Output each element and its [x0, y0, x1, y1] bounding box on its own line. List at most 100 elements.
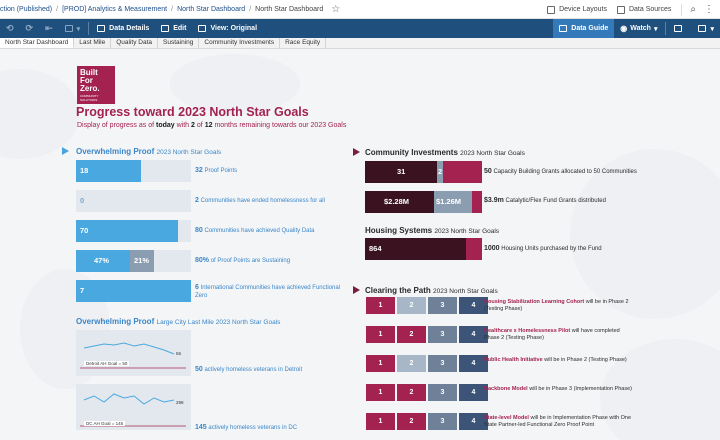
flex-fund-bar[interactable]: $2.28M $1.26M	[365, 191, 482, 213]
phase-cell: 3	[428, 384, 457, 401]
initiative-target: will be in Implementation Phase with One…	[484, 415, 632, 428]
initiative-name: Public Health Initiative	[484, 357, 543, 363]
initiative-target: will be in Phase 2 (Testing Phase)	[484, 299, 629, 312]
section-arrow-icon[interactable]	[353, 286, 360, 294]
section-arrow-icon[interactable]	[353, 148, 360, 156]
dc-end-value: 298	[176, 400, 184, 405]
dashboard-subtitle: Display of progress as of today with 2 o…	[77, 122, 346, 129]
bar-fill	[76, 250, 130, 272]
international-bar[interactable]: 7	[76, 280, 191, 302]
quality-data-label: 80 Communities have achieved Quality Dat…	[195, 227, 345, 235]
ended-homelessness-label: 2 Communities have ended homelessness fo…	[195, 197, 345, 205]
breadcrumb-bar: ction (Published) / [PROD] Analytics & M…	[0, 0, 720, 19]
background-cloud	[0, 69, 80, 159]
more-button[interactable]: ⋮	[704, 4, 714, 15]
goal-value: 2	[195, 197, 199, 204]
ended-homelessness-bar[interactable]: 0	[76, 190, 191, 212]
initiative-target: will be in Phase 2 (Testing Phase)	[544, 357, 627, 363]
tab-sustaining[interactable]: Sustaining	[158, 38, 200, 48]
phase-cell: 2	[397, 326, 426, 343]
bar-value: 0	[80, 196, 85, 205]
device-layouts-button[interactable]: Device Layouts	[547, 5, 607, 14]
phase-cell: 1	[366, 355, 395, 372]
goal-text: actively homeless veterans in DC	[208, 425, 298, 431]
subtitle-today: today	[156, 122, 175, 129]
goal-text: Communities have achieved Quality Data	[204, 228, 315, 234]
built-for-zero-logo: Built For Zero. COMMUNITY SOLUTIONS	[77, 66, 115, 104]
dc-label: 145 actively homeless veterans in DC	[195, 424, 345, 432]
dc-sparkline[interactable]: DC AH Goal = 145 298	[76, 384, 191, 430]
capacity-grants-bar[interactable]: 31 2	[365, 161, 482, 183]
phase-cell: 2	[397, 355, 426, 372]
phase-cell: 4	[459, 326, 488, 343]
view-original-button[interactable]: View: Original	[192, 19, 263, 38]
phase-cell: 1	[366, 326, 395, 343]
edit-button[interactable]: Edit	[155, 19, 192, 38]
tab-race-equity[interactable]: Race Equity	[280, 38, 327, 48]
flex-fund-label: $3.9m Catalytic/Flex Fund Grants distrib…	[484, 197, 664, 205]
sustaining-bar[interactable]: 47% 21%	[76, 250, 191, 272]
subtitle-text: months remaining towards our 2023 Goals	[214, 122, 347, 129]
search-button[interactable]: ⌕	[690, 4, 696, 15]
watch-button[interactable]: ◉ Watch ▾	[614, 19, 663, 38]
detroit-sparkline[interactable]: Detroit AH Goal = 50 56	[76, 330, 191, 376]
data-guide-button[interactable]: Data Guide	[553, 19, 615, 38]
more-icon: ⋮	[704, 4, 714, 15]
proof-points-bar[interactable]: 18	[76, 160, 191, 182]
share-button[interactable]	[668, 19, 692, 38]
bar-value: 18	[80, 166, 89, 175]
phase-cell: 3	[428, 355, 457, 372]
redo-button[interactable]: ⟳	[25, 23, 34, 33]
data-details-label: Data Details	[109, 25, 150, 32]
tab-north-star-dashboard[interactable]: North Star Dashboard	[0, 38, 75, 48]
capacity-grants-label: 50 Capacity Building Grants allocated to…	[484, 168, 664, 176]
details-icon	[97, 25, 106, 32]
phase-cell: 1	[366, 413, 395, 430]
detroit-end-value: 56	[176, 351, 182, 356]
breadcrumb-item-workbook[interactable]: North Star Dashboard	[177, 5, 246, 13]
breadcrumb-item-folder[interactable]: [PROD] Analytics & Measurement	[62, 5, 168, 13]
bar-fill-secondary	[130, 250, 154, 272]
housing-units-bar[interactable]: 864	[365, 238, 482, 260]
data-details-button[interactable]: Data Details	[91, 19, 155, 38]
bar-value: 7	[80, 286, 85, 295]
device-icon	[547, 5, 556, 14]
share-icon	[674, 25, 683, 32]
bar-segment-pending	[437, 161, 443, 183]
initiative-target: will have completed Phase 2 (Testing Pha…	[484, 328, 620, 341]
download-button[interactable]: ▾	[692, 19, 720, 38]
data-sources-button[interactable]: Data Sources	[616, 5, 672, 14]
undo-button[interactable]: ⟲	[6, 23, 14, 33]
logo-line: Zero.	[80, 84, 100, 93]
last-mile-title: Overwhelming Proof Large City Last Mile …	[76, 317, 280, 326]
section-subtitle-text: 2023 North Star Goals	[433, 288, 498, 295]
tab-community-investments[interactable]: Community Investments	[199, 38, 281, 48]
favorite-star-icon[interactable]: ☆	[331, 3, 341, 15]
breadcrumb-separator: /	[56, 5, 59, 13]
bar-value-secondary: 21%	[134, 256, 150, 265]
phase-cell: 1	[366, 297, 395, 314]
goal-text: actively homeless veterans in Detroit	[204, 367, 303, 373]
section-title-text: Community Investments	[365, 148, 458, 157]
proof-points-label: 32 Proof Points	[195, 167, 345, 175]
data-sources-label: Data Sources	[628, 6, 672, 13]
quality-data-bar[interactable]: 70	[76, 220, 191, 242]
section-title-text: Overwhelming Proof	[76, 317, 155, 326]
tab-last-mile[interactable]: Last Mile	[74, 38, 112, 48]
phase-cell: 4	[459, 355, 488, 372]
breadcrumb-item-project[interactable]: ction (Published)	[0, 5, 53, 13]
phase-row-label: Housing Stabilization Learning Cohort wi…	[484, 299, 634, 313]
phase-cell: 4	[459, 384, 488, 401]
revert-button[interactable]: ⇤	[45, 23, 53, 33]
clearing-path-title: Clearing the Path 2023 North Star Goals	[365, 286, 498, 295]
tab-quality-data[interactable]: Quality Data	[111, 38, 159, 48]
goal-value: 6	[195, 284, 199, 291]
goal-value: $3.9m	[484, 197, 504, 204]
section-arrow-icon[interactable]	[62, 147, 69, 155]
refresh-button[interactable]: ▾	[59, 19, 87, 38]
